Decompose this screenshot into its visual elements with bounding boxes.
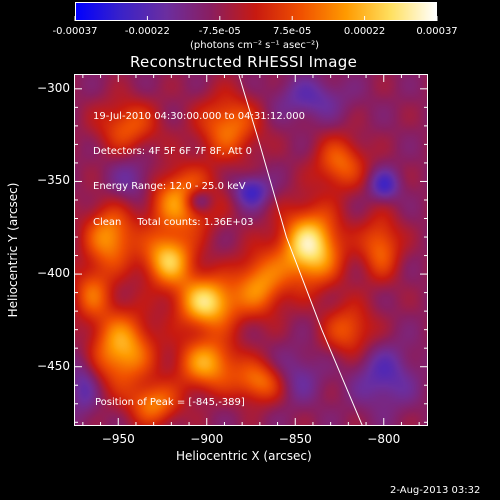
colorbar-units-label: (photons cm⁻² s⁻¹ asec⁻²) [190,40,320,51]
x-tick-label: −800 [367,432,401,446]
colorbar-tick-label: 7.5e-05 [272,26,312,37]
x-axis-label: Heliocentric X (arcsec) [176,449,312,463]
colorbar-tick-label: -7.5e-05 [198,26,241,37]
peak-position-label: Position of Peak = [-845,-389] [95,397,245,408]
colorbar [75,2,437,21]
observation-info: 19-Jul-2010 04:30:00.000 to 04:31:12.000… [93,87,305,240]
y-tick-label: −400 [37,266,70,281]
y-tick-label: −300 [37,80,70,95]
plot-frame [74,74,428,426]
y-tick-label: −450 [37,358,70,373]
colorbar-tick-marks [74,16,438,21]
datestamp: 2-Aug-2013 03:32 [390,485,481,496]
x-tick-label: −950 [101,432,135,446]
info-energy-range: Energy Range: 12.0 - 25.0 keV [93,181,246,193]
x-tick-label: −900 [190,432,224,446]
solar-limb-line [238,74,363,426]
y-tick-label: −350 [37,173,70,188]
colorbar-tick-label: -0.00037 [52,26,98,37]
colorbar-tick-label: -0.00022 [124,26,170,37]
x-tick-label: −850 [278,432,312,446]
info-detectors: Detectors: 4F 5F 6F 7F 8F, Att 0 [93,145,253,157]
info-time-range: 19-Jul-2010 04:30:00.000 to 04:31:12.000 [93,110,305,122]
heatmap-image [74,74,428,426]
limb-overlay [238,74,363,426]
colorbar-tick-label: 0.00037 [416,26,458,37]
heatmap-canvas [74,74,428,426]
info-clean-counts: Clean Total counts: 1.36E+03 [93,216,254,228]
colorbar-tick-label: 0.00022 [343,26,386,37]
plot-title: Reconstructed RHESSI Image [130,53,358,71]
y-axis-label: Heliocentric Y (arcsec) [6,182,20,318]
